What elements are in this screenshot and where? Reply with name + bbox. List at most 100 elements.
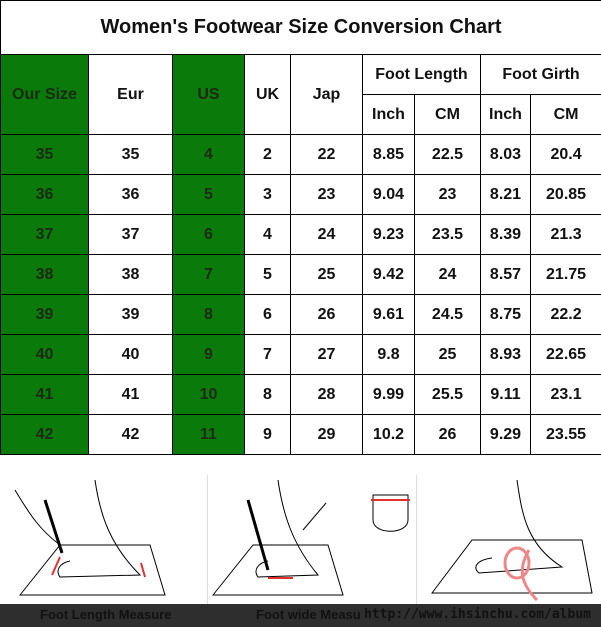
cell-our-size: 38	[0, 254, 89, 295]
header-length-inch: Inch	[362, 94, 415, 135]
header-eur: Eur	[88, 54, 173, 135]
cell-us: 10	[172, 374, 245, 415]
foot-girth-drawing	[430, 479, 593, 602]
cell-girth-inch: 9.29	[480, 414, 531, 455]
table-row: 41 41 10 8 28 9.99 25.5 9.11 23.1	[0, 374, 601, 415]
cell-jap: 24	[290, 214, 363, 255]
cell-our-size: 41	[0, 374, 89, 415]
cell-us: 8	[172, 294, 245, 335]
cell-uk: 6	[244, 294, 291, 335]
cell-length-inch: 9.8	[362, 334, 415, 375]
foot-girth-illustration	[417, 475, 601, 605]
table-row: 36 36 5 3 23 9.04 23 8.21 20.85	[0, 174, 601, 215]
cell-uk: 2	[244, 134, 291, 175]
table-row: 40 40 9 7 27 9.8 25 8.93 22.65	[0, 334, 601, 375]
table-row: 37 37 6 4 24 9.23 23.5 8.39 21.3	[0, 214, 601, 255]
caption-foot-wide: Foot wide Measu	[256, 607, 361, 622]
header-girth-cm: CM	[529, 94, 601, 135]
table-row: 38 38 7 5 25 9.42 24 8.57 21.75	[0, 254, 601, 295]
cell-eur: 40	[88, 334, 173, 375]
cell-girth-cm: 23.1	[529, 374, 601, 415]
cell-us: 7	[172, 254, 245, 295]
header-girth-inch: Inch	[480, 94, 531, 135]
cell-eur: 37	[88, 214, 173, 255]
cell-length-cm: 23	[414, 174, 481, 215]
cell-length-inch: 9.42	[362, 254, 415, 295]
cell-eur: 38	[88, 254, 173, 295]
cell-length-cm: 25	[414, 334, 481, 375]
size-chart-table: Women's Footwear Size Conversion Chart O…	[0, 0, 601, 455]
cell-eur: 42	[88, 414, 173, 455]
caption-foot-length: Foot Length Measure	[40, 607, 172, 622]
header-foot-girth: Foot Girth	[479, 54, 601, 95]
cell-girth-inch: 8.21	[480, 174, 531, 215]
cell-our-size: 39	[0, 294, 89, 335]
caption-bar: Foot Length Measure Foot wide Measu http…	[0, 604, 601, 627]
cell-eur: 36	[88, 174, 173, 215]
cell-girth-inch: 8.39	[480, 214, 531, 255]
cell-jap: 29	[290, 414, 363, 455]
cell-length-inch: 9.99	[362, 374, 415, 415]
cell-eur: 41	[88, 374, 173, 415]
cell-jap: 27	[290, 334, 363, 375]
cell-girth-inch: 9.11	[480, 374, 531, 415]
cell-length-cm: 25.5	[414, 374, 481, 415]
cell-us: 4	[172, 134, 245, 175]
cell-uk: 5	[244, 254, 291, 295]
cell-length-inch: 9.23	[362, 214, 415, 255]
cell-jap: 25	[290, 254, 363, 295]
foot-length-drawing	[14, 479, 166, 596]
header-length-cm: CM	[414, 94, 481, 135]
cell-girth-inch: 8.03	[480, 134, 531, 175]
cell-girth-cm: 21.3	[529, 214, 601, 255]
cell-girth-cm: 20.4	[529, 134, 601, 175]
cell-girth-cm: 20.85	[529, 174, 601, 215]
cell-girth-cm: 23.55	[529, 414, 601, 455]
cell-jap: 22	[290, 134, 363, 175]
foot-width-drawing	[211, 479, 410, 596]
cell-uk: 8	[244, 374, 291, 415]
cell-length-inch: 10.2	[362, 414, 415, 455]
measurement-illustrations	[0, 475, 601, 605]
cell-length-inch: 9.61	[362, 294, 415, 335]
header-uk: UK	[244, 54, 291, 135]
cell-uk: 7	[244, 334, 291, 375]
chart-title: Women's Footwear Size Conversion Chart	[0, 0, 601, 55]
cell-our-size: 42	[0, 414, 89, 455]
cell-jap: 26	[290, 294, 363, 335]
cell-jap: 28	[290, 374, 363, 415]
cell-girth-cm: 22.65	[529, 334, 601, 375]
cell-girth-inch: 8.75	[480, 294, 531, 335]
cell-eur: 35	[88, 134, 173, 175]
header-jap: Jap	[290, 54, 363, 135]
watermark-url: http://www.ihsinchu.com/album	[364, 607, 591, 622]
cell-us: 9	[172, 334, 245, 375]
cell-length-cm: 24	[414, 254, 481, 295]
cell-us: 11	[172, 414, 245, 455]
table-row: 42 42 11 9 29 10.2 26 9.29 23.55	[0, 414, 601, 455]
cell-girth-cm: 21.75	[529, 254, 601, 295]
header-our-size: Our Size	[0, 54, 89, 135]
cell-length-cm: 24.5	[414, 294, 481, 335]
header-foot-length: Foot Length	[362, 54, 481, 95]
cell-length-cm: 23.5	[414, 214, 481, 255]
table-row: 35 35 4 2 22 8.85 22.5 8.03 20.4	[0, 134, 601, 175]
cell-uk: 4	[244, 214, 291, 255]
cell-girth-cm: 22.2	[529, 294, 601, 335]
cell-girth-inch: 8.93	[480, 334, 531, 375]
cell-length-inch: 9.04	[362, 174, 415, 215]
cell-eur: 39	[88, 294, 173, 335]
table-row: 39 39 8 6 26 9.61 24.5 8.75 22.2	[0, 294, 601, 335]
cell-us: 5	[172, 174, 245, 215]
cell-length-cm: 26	[414, 414, 481, 455]
cell-our-size: 35	[0, 134, 89, 175]
cell-uk: 9	[244, 414, 291, 455]
cell-jap: 23	[290, 174, 363, 215]
cell-girth-inch: 8.57	[480, 254, 531, 295]
cell-us: 6	[172, 214, 245, 255]
foot-length-illustration	[0, 475, 208, 605]
foot-width-illustration	[208, 475, 417, 605]
cell-uk: 3	[244, 174, 291, 215]
header-us: US	[172, 54, 245, 135]
cell-our-size: 37	[0, 214, 89, 255]
